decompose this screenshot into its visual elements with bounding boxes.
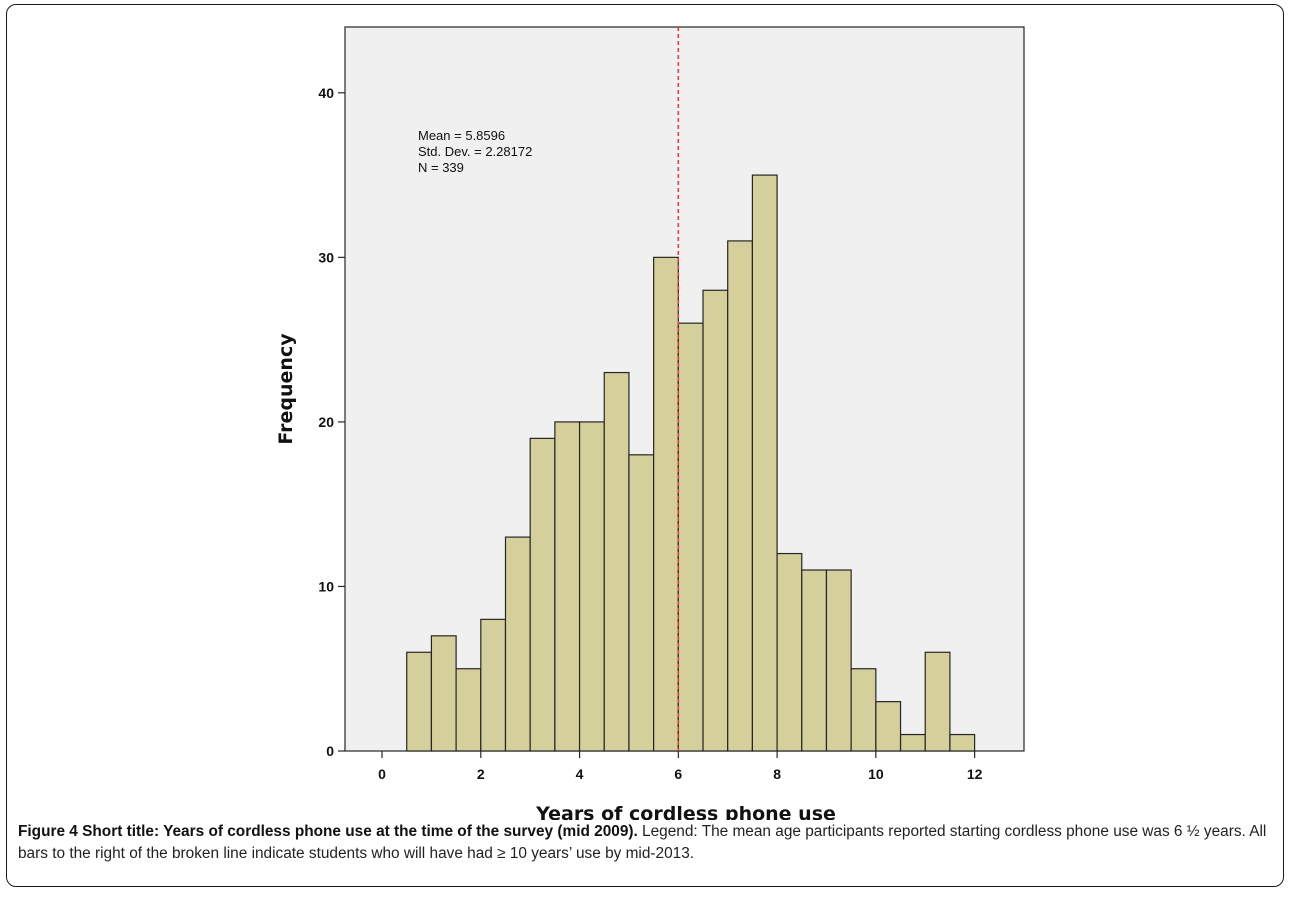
histogram-bar <box>677 322 704 752</box>
caption-legend: Legend: The mean age participants report… <box>18 823 1267 862</box>
histogram-bar <box>727 240 754 752</box>
histogram-bar <box>406 651 433 752</box>
stat-n: N = 339 <box>418 160 464 175</box>
y-axis: 0 10 20 30 40 <box>318 85 345 759</box>
histogram-bar <box>801 569 828 752</box>
histogram-chart: 0 10 20 30 40 0 2 4 6 8 10 12 Mean = 5.8596 Std. D… <box>275 26 1025 820</box>
y-tick-label: 0 <box>326 743 334 759</box>
histogram-bar <box>899 733 926 752</box>
histogram-bar <box>751 174 778 752</box>
y-tick-label: 20 <box>318 414 334 430</box>
y-tick-label: 30 <box>318 249 334 265</box>
histogram-bar <box>603 371 630 752</box>
x-tick-label: 2 <box>477 766 485 782</box>
histogram-bar <box>924 651 951 752</box>
histogram-bar <box>529 437 556 752</box>
histogram-bar <box>628 454 655 752</box>
histogram-bar <box>504 536 531 752</box>
caption-title: Figure 4 Short title: Years of cordless … <box>18 823 638 840</box>
stat-mean: Mean = 5.8596 <box>418 128 505 143</box>
x-axis: 0 2 4 6 8 10 12 <box>378 751 983 782</box>
y-axis-label: Frequency <box>275 333 297 445</box>
histogram-bar <box>850 668 877 752</box>
bars-group <box>406 174 976 752</box>
histogram-bar <box>949 733 976 752</box>
stat-std-dev: Std. Dev. = 2.28172 <box>418 144 532 159</box>
histogram-bar <box>825 569 852 752</box>
x-tick-label: 0 <box>378 766 386 782</box>
x-tick-label: 8 <box>773 766 781 782</box>
histogram-bar <box>702 289 729 752</box>
x-tick-label: 6 <box>674 766 682 782</box>
x-tick-label: 10 <box>868 766 884 782</box>
x-tick-label: 12 <box>967 766 983 782</box>
y-tick-label: 10 <box>318 578 334 594</box>
x-axis-label: Years of cordless phone use <box>535 803 836 820</box>
histogram-bar <box>554 421 581 752</box>
histogram-bar <box>430 635 457 752</box>
histogram-bar <box>875 701 902 752</box>
histogram-bar <box>653 256 679 752</box>
histogram-bar <box>776 552 803 752</box>
histogram-bar <box>578 421 605 752</box>
y-tick-label: 40 <box>318 85 334 101</box>
histogram-bar <box>455 668 482 752</box>
stats-box: Mean = 5.8596 Std. Dev. = 2.28172 N = 33… <box>418 128 532 175</box>
histogram-bar <box>480 618 507 752</box>
figure-caption: Figure 4 Short title: Years of cordless … <box>18 821 1276 865</box>
x-tick-label: 4 <box>576 766 584 782</box>
